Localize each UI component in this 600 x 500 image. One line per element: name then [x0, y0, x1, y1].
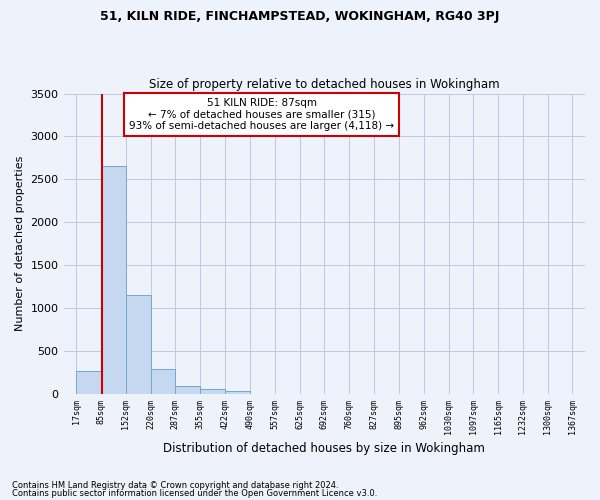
Bar: [175, 386, 200, 394]
Y-axis label: Number of detached properties: Number of detached properties: [15, 156, 25, 332]
Bar: [76, 370, 101, 394]
Bar: [200, 388, 225, 394]
Text: 51 KILN RIDE: 87sqm
← 7% of detached houses are smaller (315)
93% of semi-detach: 51 KILN RIDE: 87sqm ← 7% of detached hou…: [129, 98, 394, 132]
X-axis label: Distribution of detached houses by size in Wokingham: Distribution of detached houses by size …: [163, 442, 485, 455]
Bar: [225, 391, 250, 394]
Text: 51, KILN RIDE, FINCHAMPSTEAD, WOKINGHAM, RG40 3PJ: 51, KILN RIDE, FINCHAMPSTEAD, WOKINGHAM,…: [100, 10, 500, 23]
Bar: [151, 369, 175, 394]
Bar: [101, 166, 125, 394]
Text: Contains public sector information licensed under the Open Government Licence v3: Contains public sector information licen…: [12, 488, 377, 498]
Bar: [125, 295, 151, 394]
Title: Size of property relative to detached houses in Wokingham: Size of property relative to detached ho…: [149, 78, 500, 91]
Text: Contains HM Land Registry data © Crown copyright and database right 2024.: Contains HM Land Registry data © Crown c…: [12, 481, 338, 490]
